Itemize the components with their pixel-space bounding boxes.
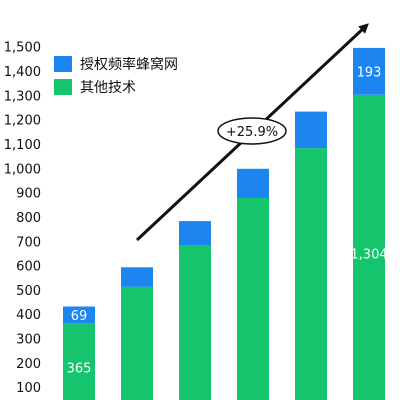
y-tick-label: 900 [16, 187, 41, 202]
y-tick-label: 300 [16, 333, 41, 348]
y-tick-label: 1,200 [4, 114, 41, 129]
bar-segment-other-tech [237, 198, 269, 400]
y-tick-label: 400 [16, 308, 41, 323]
y-tick-label: 700 [16, 235, 41, 250]
bar-segment-other-tech [121, 286, 153, 400]
y-tick-label: 1,500 [4, 41, 41, 56]
bar-segment-other-tech [353, 94, 385, 400]
bar-segment-licensed-cellular [63, 306, 95, 324]
bar-data-label: 1,304 [350, 247, 387, 262]
bar-segment-licensed-cellular [237, 168, 269, 198]
y-axis: 100 200 300 400 500 600 700 800 900 1,000 1,100 1,2… [4, 41, 41, 397]
y-tick-label: 1,100 [4, 138, 41, 153]
bar-segment-licensed-cellular [295, 111, 327, 149]
y-tick-label: 1,400 [4, 65, 41, 80]
bar-segment-licensed-cellular [353, 47, 385, 95]
bar-data-label: 193 [357, 65, 382, 80]
bar-data-label: 365 [67, 362, 92, 377]
y-tick-label: 1,300 [4, 89, 41, 104]
legend: 授权频率蜂窝网 其他技术 [54, 56, 178, 96]
bar-segment-licensed-cellular [121, 267, 153, 287]
cagr-label: +25.9% [226, 125, 278, 140]
bar-segment-other-tech [63, 323, 95, 400]
cagr-ellipse [217, 117, 287, 145]
legend-label-licensed-cellular: 授权频率蜂窝网 [80, 56, 178, 73]
bar-segment-licensed-cellular [179, 221, 211, 246]
legend-swatch-other-tech [54, 79, 72, 95]
bar-data-label: 69 [71, 309, 88, 324]
y-tick-label: 200 [16, 357, 41, 372]
y-tick-label: 800 [16, 211, 41, 226]
y-tick-label: 600 [16, 260, 41, 275]
legend-swatch-licensed-cellular [54, 56, 72, 72]
cagr-annotation: +25.9% [217, 117, 287, 145]
y-tick-label: 1,000 [4, 162, 41, 177]
bar-segment-other-tech [179, 245, 211, 400]
legend-label-other-tech: 其他技术 [80, 80, 136, 96]
bar-segment-other-tech [295, 148, 327, 400]
y-tick-label: 100 [16, 381, 41, 396]
bars-group [63, 47, 385, 400]
bar-labels-group: 365 69 1,304 193 [67, 65, 388, 376]
y-tick-label: 500 [16, 284, 41, 299]
